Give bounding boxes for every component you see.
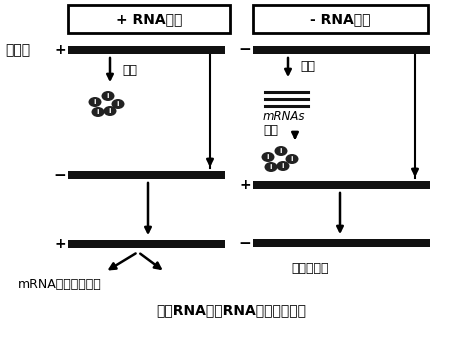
Bar <box>253 239 430 247</box>
Text: i: i <box>109 108 111 114</box>
Bar <box>68 171 225 179</box>
Text: 转录: 转录 <box>300 60 315 73</box>
Bar <box>68 240 225 248</box>
Text: mRNA或子代基因组: mRNA或子代基因组 <box>18 279 102 292</box>
Ellipse shape <box>111 99 124 109</box>
Text: −: − <box>54 168 67 183</box>
Bar <box>253 181 430 189</box>
FancyBboxPatch shape <box>68 5 230 33</box>
Text: i: i <box>94 99 96 105</box>
Text: - RNA病毒: - RNA病毒 <box>310 12 371 26</box>
Bar <box>68 46 225 54</box>
Text: +: + <box>239 178 251 192</box>
Text: +: + <box>54 237 66 251</box>
Text: i: i <box>270 164 272 170</box>
Text: i: i <box>97 109 99 115</box>
Text: 翻译: 翻译 <box>263 124 278 137</box>
Text: i: i <box>291 156 293 162</box>
Ellipse shape <box>261 152 274 162</box>
Text: −: − <box>239 42 251 58</box>
Text: 翻译: 翻译 <box>122 64 137 77</box>
Text: +: + <box>54 43 66 57</box>
Text: + RNA病毒: + RNA病毒 <box>116 12 182 26</box>
Text: 正链RNA和负RNA基因组的复制: 正链RNA和负RNA基因组的复制 <box>156 303 306 317</box>
Text: mRNAs: mRNAs <box>263 109 305 122</box>
Text: i: i <box>117 101 119 107</box>
Text: −: − <box>239 235 251 251</box>
FancyBboxPatch shape <box>253 5 428 33</box>
Text: i: i <box>267 154 269 160</box>
Ellipse shape <box>89 97 102 107</box>
Ellipse shape <box>286 154 298 164</box>
Bar <box>253 46 430 54</box>
Text: 子代基因组: 子代基因组 <box>291 262 329 275</box>
Ellipse shape <box>276 161 290 171</box>
Ellipse shape <box>91 107 104 117</box>
Text: i: i <box>107 93 109 99</box>
Ellipse shape <box>103 106 116 116</box>
Text: i: i <box>280 148 282 154</box>
Ellipse shape <box>102 91 115 101</box>
Text: 基因组: 基因组 <box>5 43 30 57</box>
Text: i: i <box>282 163 284 169</box>
Ellipse shape <box>265 162 278 172</box>
Ellipse shape <box>274 146 287 156</box>
